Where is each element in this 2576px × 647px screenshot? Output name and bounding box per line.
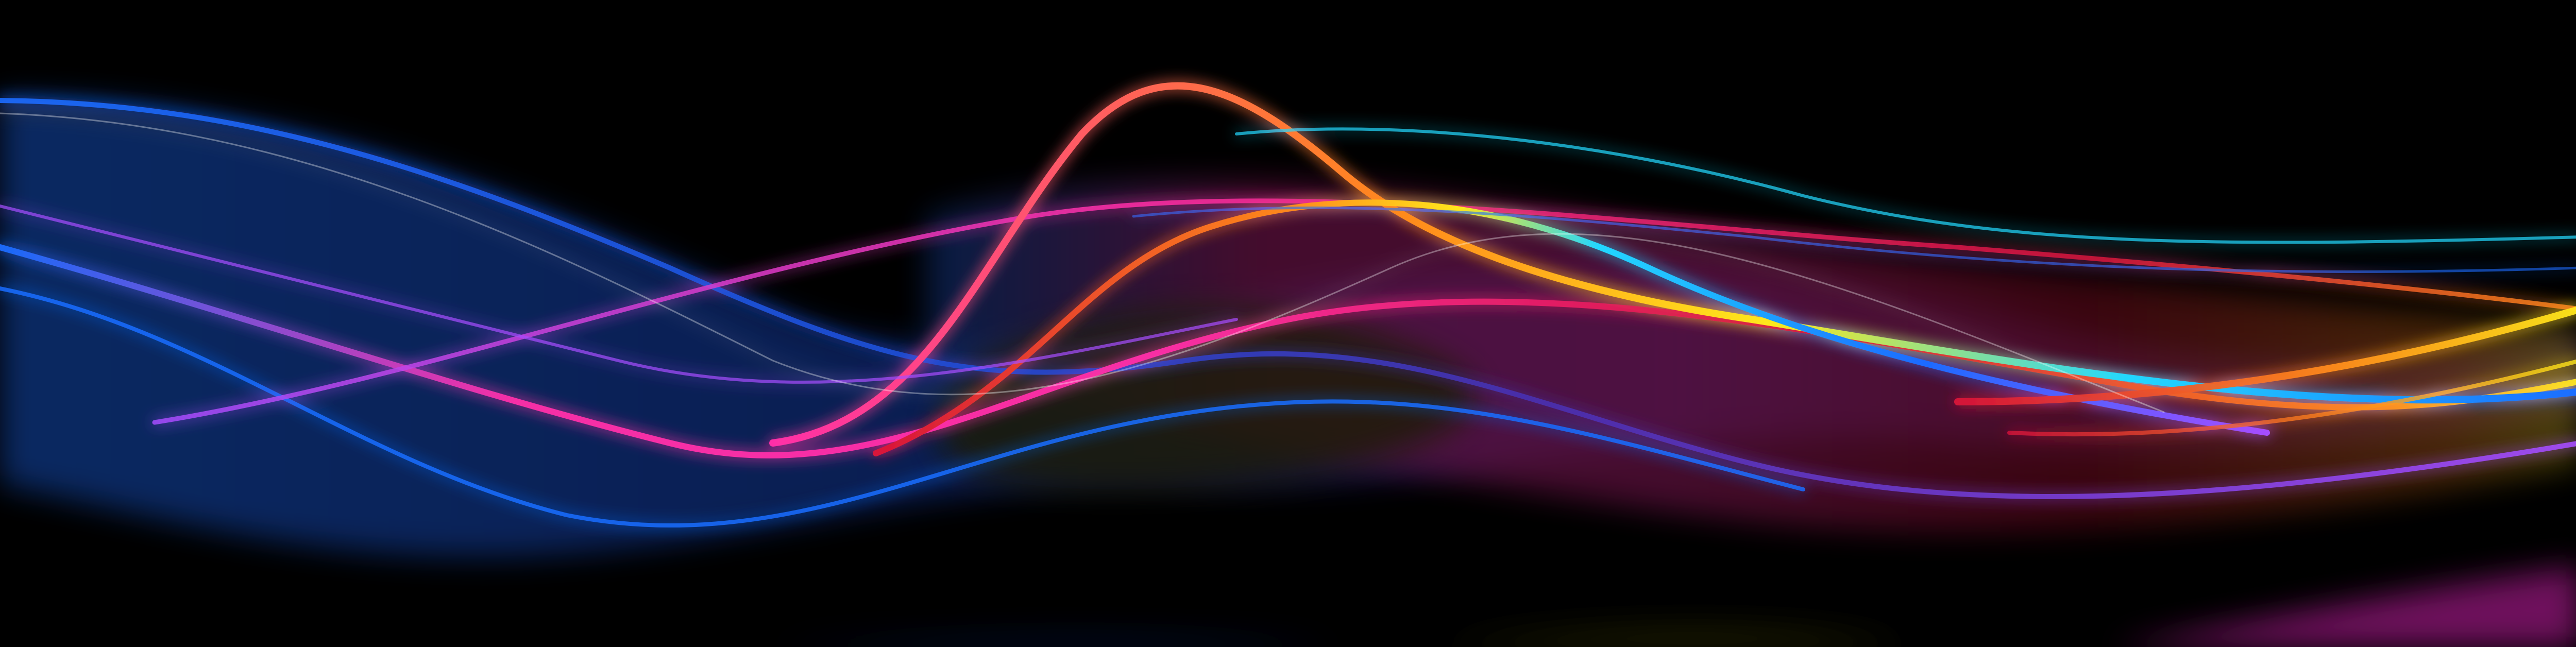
bottom-reflection	[773, 567, 2576, 647]
violet-ribbon	[0, 205, 1238, 384]
right-yellow-ribbon	[1954, 307, 2576, 405]
blue-ribbon	[0, 98, 2576, 500]
blue-ribbon-lower	[0, 286, 1805, 528]
reflection-olive	[1443, 629, 1906, 647]
ribbon-sheets	[0, 98, 2576, 557]
magenta-ribbon	[0, 244, 2576, 458]
right-yellow-ribbon-2	[2007, 359, 2576, 437]
ribbon-strands	[0, 82, 2576, 528]
thin-white-strand	[0, 112, 2165, 413]
cyan-ribbon	[1235, 127, 2576, 244]
cyan-ribbon-2	[1132, 206, 2576, 273]
reflection-magenta	[2112, 567, 2576, 647]
reflection-blue	[773, 639, 1340, 647]
yellow-cyan-ribbon-2	[873, 199, 2270, 456]
